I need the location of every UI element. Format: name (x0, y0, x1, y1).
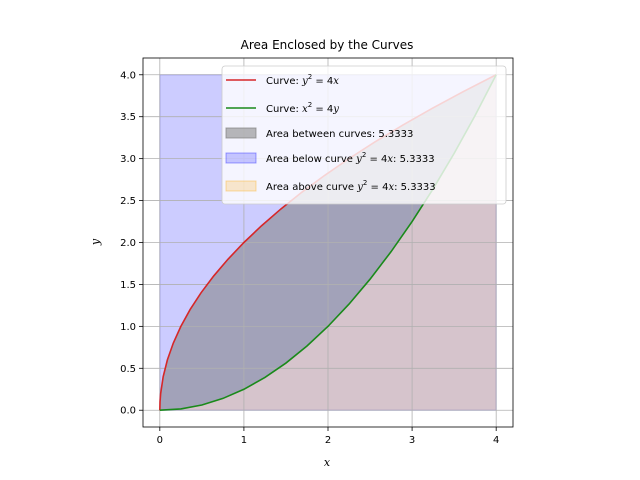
legend-label: Area below curve y2 = 4x: 5.3333 (266, 151, 435, 165)
x-tick-label: 2 (325, 435, 331, 446)
y-tick-label: 3.5 (120, 112, 136, 123)
legend-patch-swatch (225, 180, 257, 192)
chart-title: Area Enclosed by the Curves (241, 38, 414, 52)
legend-box (221, 65, 507, 205)
legend-patch-swatch (225, 152, 257, 164)
x-tick-label: 3 (409, 435, 415, 446)
x-tick-label: 0 (157, 435, 163, 446)
y-tick-label: 2.0 (120, 238, 136, 249)
y-tick-label: 4.0 (120, 70, 136, 81)
legend-label: Curve: y2 = 4x (266, 73, 339, 87)
legend-label: Curve: x2 = 4y (266, 101, 339, 115)
y-tick-label: 0.0 (120, 406, 136, 417)
x-tick-label: 1 (241, 435, 247, 446)
y-axis-label: y (89, 238, 102, 246)
x-axis-label: x (324, 456, 331, 469)
y-tick-label: 2.5 (120, 196, 136, 207)
y-tick-label: 1.5 (120, 280, 136, 291)
legend-patch-swatch (225, 127, 257, 139)
y-tick-label: 1.0 (120, 322, 136, 333)
x-tick-label: 4 (493, 435, 499, 446)
y-tick-label: 3.0 (120, 154, 136, 165)
y-tick-label: 0.5 (120, 364, 136, 375)
legend: Curve: y2 = 4x Curve: x2 = 4y Area between… (221, 65, 507, 205)
legend-label: Area between curves: 5.3333 (266, 129, 413, 140)
legend-label: Area above curve y2 = 4x: 5.3333 (266, 179, 436, 193)
